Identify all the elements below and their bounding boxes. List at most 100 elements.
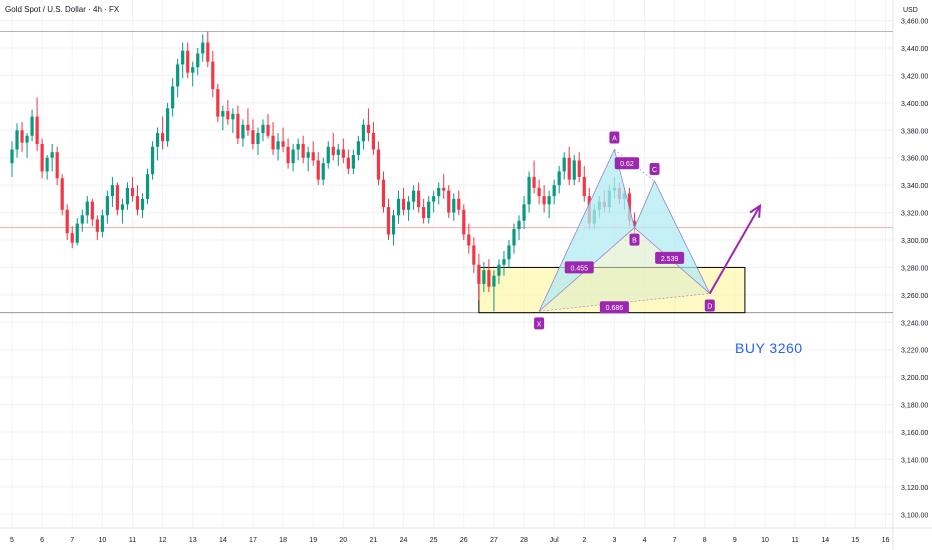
candle-down[interactable] (341, 149, 345, 158)
candle-down[interactable] (462, 209, 466, 235)
candle-up[interactable] (75, 223, 79, 243)
candle-up[interactable] (356, 141, 360, 155)
candle-up[interactable] (256, 133, 260, 144)
candle-up[interactable] (176, 64, 180, 87)
candle-up[interactable] (80, 215, 84, 224)
candle-up[interactable] (171, 86, 175, 109)
candle-up[interactable] (527, 176, 531, 205)
candle-down[interactable] (55, 152, 59, 179)
candle-up[interactable] (10, 149, 14, 164)
candle-up[interactable] (432, 196, 436, 202)
candle-up[interactable] (502, 259, 506, 265)
candle-up[interactable] (15, 130, 19, 150)
candle-up[interactable] (562, 157, 566, 172)
candle-up[interactable] (321, 163, 325, 180)
candle-down[interactable] (60, 178, 64, 210)
candle-up[interactable] (45, 157, 49, 172)
candle-down[interactable] (386, 207, 391, 235)
candle-down[interactable] (70, 233, 74, 243)
candle-down[interactable] (381, 179, 386, 208)
candle-down[interactable] (477, 264, 481, 284)
candle-down[interactable] (115, 185, 120, 210)
candle-up[interactable] (552, 185, 556, 197)
candle-up[interactable] (221, 111, 225, 117)
candle-up[interactable] (125, 187, 130, 205)
candle-down[interactable] (467, 234, 471, 246)
candle-up[interactable] (406, 201, 411, 210)
projection-arrow[interactable] (708, 205, 761, 294)
candle-up[interactable] (507, 245, 511, 260)
candle-up[interactable] (30, 116, 34, 136)
candle-down[interactable] (311, 152, 315, 161)
candle-up[interactable] (547, 196, 551, 205)
candle-up[interactable] (361, 124, 365, 142)
candle-down[interactable] (20, 130, 24, 143)
candle-up[interactable] (25, 135, 29, 143)
candle-down[interactable] (487, 270, 491, 287)
candle-down[interactable] (577, 160, 581, 177)
candle-up[interactable] (517, 220, 521, 230)
candle-up[interactable] (482, 270, 486, 284)
candle-down[interactable] (532, 176, 536, 188)
candle-down[interactable] (236, 113, 240, 139)
candle-down[interactable] (316, 160, 320, 180)
candle-up[interactable] (100, 215, 104, 232)
candle-up[interactable] (437, 187, 441, 197)
candle-up[interactable] (326, 146, 330, 164)
candle-up[interactable] (452, 198, 456, 213)
candle-up[interactable] (85, 201, 89, 216)
candle-down[interactable] (135, 196, 140, 210)
candle-up[interactable] (241, 124, 245, 139)
candle-down[interactable] (422, 207, 426, 219)
candle-up[interactable] (296, 144, 300, 150)
candle-up[interactable] (140, 198, 145, 210)
candle-up[interactable] (276, 141, 280, 150)
candle-down[interactable] (442, 187, 446, 191)
candle-up[interactable] (351, 154, 355, 169)
candle-down[interactable] (266, 124, 270, 136)
candle-up[interactable] (120, 204, 125, 210)
candle-up[interactable] (201, 42, 205, 54)
candle-up[interactable] (572, 160, 576, 180)
candle-up[interactable] (261, 124, 265, 134)
candle-down[interactable] (331, 146, 335, 155)
candle-up[interactable] (492, 275, 496, 287)
candle-up[interactable] (231, 113, 235, 120)
candle-down[interactable] (271, 135, 275, 150)
candle-down[interactable] (211, 61, 215, 90)
candle-up[interactable] (412, 190, 416, 202)
candle-down[interactable] (186, 50, 190, 73)
candle-down[interactable] (65, 209, 69, 234)
candle-up[interactable] (306, 152, 310, 158)
candle-up[interactable] (150, 146, 155, 175)
candle-up[interactable] (196, 53, 200, 68)
candle-up[interactable] (181, 50, 185, 65)
candle-up[interactable] (336, 149, 340, 155)
candle-down[interactable] (567, 157, 571, 180)
candle-down[interactable] (371, 133, 376, 150)
candle-up[interactable] (291, 149, 295, 164)
candle-up[interactable] (105, 196, 109, 216)
candle-up[interactable] (191, 67, 195, 73)
candle-up[interactable] (512, 229, 516, 246)
candle-up[interactable] (557, 171, 561, 186)
candle-down[interactable] (376, 149, 381, 180)
candle-down[interactable] (216, 89, 220, 117)
candle-down[interactable] (286, 146, 290, 164)
candle-up[interactable] (427, 201, 431, 219)
candle-down[interactable] (40, 144, 44, 172)
candle-down[interactable] (95, 219, 99, 232)
candle-down[interactable] (246, 124, 250, 131)
candle-down[interactable] (281, 141, 285, 147)
candle-up[interactable] (166, 108, 170, 142)
candle-down[interactable] (366, 124, 371, 134)
candle-down[interactable] (90, 201, 94, 220)
candle-down[interactable] (447, 190, 451, 213)
candle-up[interactable] (145, 174, 150, 199)
candle-down[interactable] (401, 198, 406, 210)
candle-down[interactable] (472, 245, 476, 265)
candle-up[interactable] (155, 133, 160, 147)
candle-down[interactable] (417, 190, 421, 208)
candle-down[interactable] (206, 42, 210, 62)
candle-down[interactable] (251, 130, 255, 144)
